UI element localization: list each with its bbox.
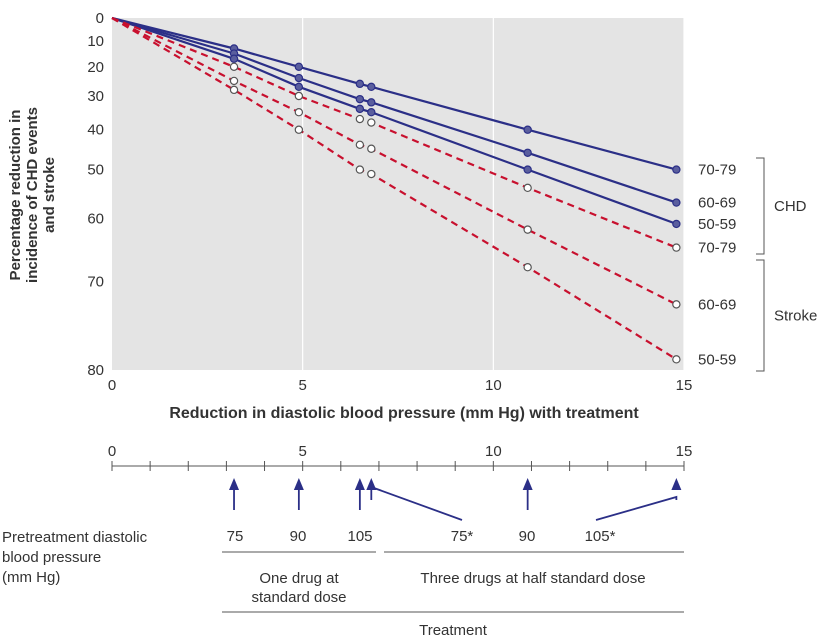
series-end-label: 60-69 (698, 296, 736, 313)
data-point (523, 263, 532, 272)
data-point (294, 82, 304, 92)
y-tick-label: 80 (87, 362, 104, 379)
y-tick-label: 0 (96, 10, 104, 27)
data-point (229, 85, 239, 95)
legend: 70-79 60-69 50-59 70-79 60-69 50-59 CHD Stroke (698, 157, 817, 372)
data-point (355, 165, 365, 174)
x-axis-title: Reduction in diastolic blood pressure (m… (169, 405, 639, 422)
data-point (672, 300, 681, 309)
treatment-axis-ticks: 0 5 10 15 (108, 443, 693, 471)
pressure-label-line-3: (mm Hg) (2, 569, 60, 586)
treatment-tick-label: 15 (676, 443, 693, 460)
data-point (523, 165, 532, 174)
one-drug-label-line-2: standard dose (251, 589, 346, 606)
data-point (672, 165, 681, 174)
y-tick-label: 20 (87, 59, 104, 76)
data-point (355, 79, 365, 89)
pressure-value: 90 (290, 528, 307, 545)
pressure-value: 75* (451, 528, 474, 545)
three-drugs-label: Three drugs at half standard dose (420, 570, 645, 587)
data-point (523, 225, 532, 234)
y-tick-label: 30 (87, 88, 104, 105)
y-axis-title-line-1: Percentage reduction in (7, 110, 24, 281)
data-point (229, 54, 239, 63)
x-axis-ticks: 0 5 10 15 (108, 377, 693, 394)
data-point (367, 169, 376, 179)
x-tick-label: 0 (108, 377, 116, 394)
data-point (355, 104, 365, 114)
treatment-tick-label: 10 (485, 443, 502, 460)
arrow-head-icon (366, 478, 377, 490)
pressure-label-line-2: blood pressure (2, 549, 101, 566)
y-axis-ticks: 0 10 20 30 40 50 60 70 80 (87, 10, 104, 379)
arrow-head-icon (293, 478, 304, 490)
pressure-value: 105 (347, 528, 372, 545)
data-point (672, 198, 681, 207)
pressure-value: 75 (227, 528, 244, 545)
legend-group-chd: CHD (774, 198, 807, 215)
series-end-label: 60-69 (698, 195, 736, 212)
data-point (294, 73, 304, 83)
points-layer (229, 44, 681, 364)
treatment-footer: Treatment (419, 622, 488, 639)
y-axis-title-line-3: and stroke (41, 157, 58, 233)
treatment-panel: 0 5 10 15 75 90 105 75* 90 105* Pretreatment dia… (2, 443, 692, 639)
treatment-tick-label: 0 (108, 443, 116, 460)
treatment-tick-label: 5 (298, 443, 306, 460)
plot-background (112, 18, 684, 370)
data-point (294, 62, 304, 72)
series-end-label: 70-79 (698, 162, 736, 179)
data-point (523, 148, 532, 157)
x-tick-label: 15 (676, 377, 693, 394)
series-end-label: 50-59 (698, 216, 736, 233)
data-point (672, 355, 681, 364)
data-point (229, 76, 239, 86)
y-axis-title-line-2: incidence of CHD events (24, 107, 41, 283)
data-point (355, 140, 365, 150)
stroke-bracket (756, 259, 765, 372)
arrow-head-icon (522, 478, 533, 490)
y-tick-label: 40 (87, 122, 104, 139)
pointer-line (595, 495, 678, 521)
series-end-label: 70-79 (698, 240, 736, 257)
data-point (294, 108, 304, 117)
data-point (523, 183, 532, 193)
pressure-value: 90 (519, 528, 536, 545)
x-tick-label: 5 (298, 377, 306, 394)
x-tick-label: 10 (485, 377, 502, 394)
arrow-head-icon (354, 478, 365, 490)
pressure-labels: 75 90 105 75* 90 105* (227, 528, 616, 545)
data-point (672, 243, 681, 252)
y-tick-label: 60 (87, 210, 104, 227)
chd-bracket (756, 157, 765, 255)
data-point (294, 91, 304, 101)
pressure-value: 105* (585, 528, 616, 545)
y-tick-label: 70 (87, 273, 104, 290)
arrow-head-icon (229, 478, 240, 490)
legend-group-stroke: Stroke (774, 308, 817, 325)
data-point (367, 144, 376, 153)
pointer-line (370, 485, 463, 521)
data-point (367, 118, 376, 127)
series-end-label: 50-59 (698, 351, 736, 368)
data-point (367, 82, 376, 92)
data-point (355, 114, 365, 124)
data-point (367, 108, 376, 117)
data-point (294, 125, 304, 134)
data-point (355, 94, 365, 104)
pressure-label-line-1: Pretreatment diastolic (2, 529, 148, 546)
data-point (367, 98, 376, 107)
y-tick-label: 10 (87, 33, 104, 50)
data-point (229, 62, 239, 72)
y-axis-title: Percentage reduction in incidence of CHD… (7, 107, 58, 283)
y-tick-label: 50 (87, 162, 104, 179)
arrow-head-icon (671, 478, 682, 490)
one-drug-label-line-1: One drug at (259, 570, 339, 587)
data-point (672, 219, 681, 229)
data-point (523, 125, 532, 134)
treatment-arrows (229, 478, 682, 521)
